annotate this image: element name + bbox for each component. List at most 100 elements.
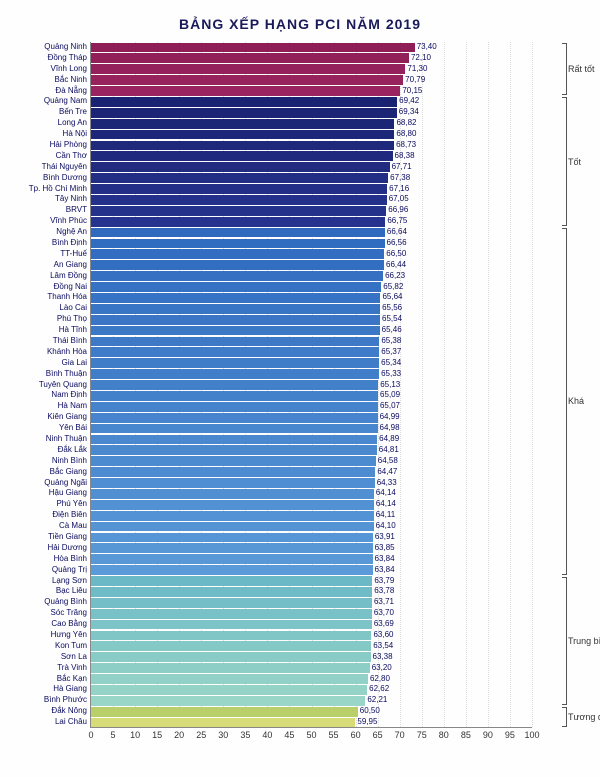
province-label: Phú Yên xyxy=(56,499,87,510)
value-label: 65,34 xyxy=(381,358,401,369)
bar-row: Bình Định66,56 xyxy=(91,238,532,249)
x-tick-label: 0 xyxy=(88,730,93,740)
bar xyxy=(91,97,397,107)
bar xyxy=(91,358,379,368)
province-label: Quảng Bình xyxy=(44,597,87,608)
province-label: Bắc Ninh xyxy=(55,75,87,86)
bar xyxy=(91,43,415,53)
value-label: 66,64 xyxy=(387,227,407,238)
value-label: 66,23 xyxy=(385,271,405,282)
bar-row: Bình Thuận65,33 xyxy=(91,369,532,380)
value-label: 63,91 xyxy=(375,532,395,543)
bar-row: Đồng Tháp72,10 xyxy=(91,53,532,64)
bar-row: Đà Nẵng70,15 xyxy=(91,86,532,97)
x-tick-label: 75 xyxy=(417,730,427,740)
bar xyxy=(91,620,372,630)
value-label: 68,38 xyxy=(395,151,415,162)
value-label: 63,85 xyxy=(375,543,395,554)
province-label: Cần Thơ xyxy=(56,151,87,162)
province-label: Đà Nẵng xyxy=(55,86,87,97)
province-label: Tiền Giang xyxy=(48,532,87,543)
value-label: 66,44 xyxy=(386,260,406,271)
bar-row: Tây Ninh67,05 xyxy=(91,194,532,205)
bar xyxy=(91,685,367,695)
x-tick-label: 70 xyxy=(395,730,405,740)
value-label: 64,11 xyxy=(376,510,395,521)
bar-row: Tuyên Quang65,13 xyxy=(91,380,532,391)
bar-row: Ninh Thuận64,89 xyxy=(91,434,532,445)
bar-row: Ninh Bình64,58 xyxy=(91,456,532,467)
province-label: Lai Châu xyxy=(55,717,87,728)
bar xyxy=(91,141,394,151)
bar xyxy=(91,565,373,575)
value-label: 65,38 xyxy=(381,336,401,347)
province-label: Hải Phòng xyxy=(50,140,87,151)
bar xyxy=(91,500,374,510)
bar-row: Quảng Ngãi64,33 xyxy=(91,478,532,489)
bar xyxy=(91,53,409,63)
bar xyxy=(91,184,387,194)
bar xyxy=(91,315,380,325)
value-label: 69,42 xyxy=(399,96,419,107)
value-label: 64,99 xyxy=(380,412,400,423)
bar xyxy=(91,64,405,74)
bar xyxy=(91,260,384,270)
value-label: 63,84 xyxy=(375,565,395,576)
bar-row: Bạc Liêu63,78 xyxy=(91,586,532,597)
x-tick-label: 25 xyxy=(196,730,206,740)
group-label: Rất tốt xyxy=(568,64,595,74)
x-tick-label: 45 xyxy=(284,730,294,740)
x-tick-label: 5 xyxy=(111,730,116,740)
province-label: Bắc Kạn xyxy=(57,674,87,685)
province-label: Hà Nội xyxy=(63,129,87,140)
bar-row: Quảng Ninh73,40 xyxy=(91,42,532,53)
bar xyxy=(91,108,397,118)
bar-row: Yên Bái64,98 xyxy=(91,423,532,434)
bar xyxy=(91,217,385,227)
chart: 0510152025303540455055606570758085909510… xyxy=(10,42,590,752)
value-label: 65,54 xyxy=(382,314,402,325)
bar xyxy=(91,86,400,96)
plot-area: 0510152025303540455055606570758085909510… xyxy=(90,42,532,728)
bar xyxy=(91,282,381,292)
value-label: 60,50 xyxy=(360,706,380,717)
province-label: Lâm Đồng xyxy=(50,271,87,282)
bar-row: Thanh Hóa65,64 xyxy=(91,292,532,303)
bar xyxy=(91,674,368,684)
province-label: Thanh Hóa xyxy=(47,292,87,303)
bar-row: Lạng Sơn63,79 xyxy=(91,576,532,587)
bar-row: Bình Dương67,38 xyxy=(91,173,532,184)
bar xyxy=(91,696,365,706)
value-label: 63,60 xyxy=(373,630,393,641)
value-label: 65,64 xyxy=(382,292,402,303)
value-label: 67,16 xyxy=(389,184,409,195)
value-label: 64,10 xyxy=(376,521,396,532)
value-label: 65,82 xyxy=(383,282,403,293)
value-label: 65,37 xyxy=(381,347,401,358)
value-label: 59,95 xyxy=(357,717,377,728)
bar xyxy=(91,587,372,597)
x-tick-label: 90 xyxy=(483,730,493,740)
x-tick-label: 40 xyxy=(262,730,272,740)
value-label: 64,81 xyxy=(379,445,399,456)
province-label: Nghệ An xyxy=(56,227,87,238)
value-label: 64,14 xyxy=(376,488,396,499)
province-label: Yên Bái xyxy=(59,423,87,434)
province-label: Tp. Hồ Chí Minh xyxy=(29,184,87,195)
province-label: Bến Tre xyxy=(59,107,87,118)
bar xyxy=(91,130,394,140)
bar-row: Hà Giang62,62 xyxy=(91,684,532,695)
bar-row: Hà Tĩnh65,46 xyxy=(91,325,532,336)
province-label: Quảng Nam xyxy=(44,96,87,107)
value-label: 63,79 xyxy=(374,576,394,587)
bar xyxy=(91,119,394,129)
value-label: 67,38 xyxy=(390,173,410,184)
x-tick-label: 100 xyxy=(524,730,539,740)
province-label: Tây Ninh xyxy=(55,194,87,205)
bar-row: Thái Nguyên67,71 xyxy=(91,162,532,173)
province-label: Đồng Nai xyxy=(54,282,87,293)
province-label: Vĩnh Phúc xyxy=(50,216,87,227)
value-label: 71,30 xyxy=(407,64,427,75)
value-label: 70,15 xyxy=(402,86,422,97)
bar xyxy=(91,249,384,259)
